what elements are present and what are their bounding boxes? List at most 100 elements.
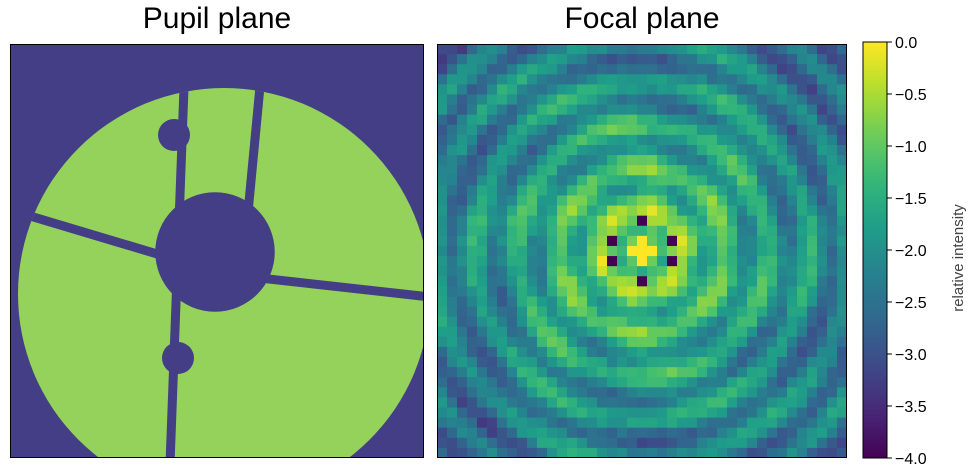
focal-pixel (607, 387, 618, 398)
focal-pixel (457, 215, 468, 227)
focal-pixel (467, 377, 478, 388)
focal-pixel (507, 397, 518, 408)
focal-pixel (447, 437, 458, 449)
focal-pixel (727, 437, 738, 449)
focal-pixel (487, 326, 498, 338)
focal-pixel (447, 44, 458, 55)
focal-pixel (807, 94, 818, 105)
focal-pixel (447, 165, 458, 176)
focal-pixel (477, 104, 488, 116)
focal-pixel (587, 94, 598, 105)
focal-pixel (727, 447, 738, 458)
focal-pixel (537, 124, 548, 136)
focal-pixel (817, 245, 828, 257)
focal-pixel (467, 84, 478, 95)
focal-pixel (667, 175, 678, 186)
focal-pixel (457, 195, 468, 206)
focal-pixel (807, 357, 818, 368)
focal-pixel (767, 346, 778, 358)
focal-pixel (797, 185, 808, 196)
focal-pixel (507, 276, 518, 287)
focal-pixel (547, 387, 558, 398)
focal-pixel (547, 104, 558, 116)
focal-pixel (537, 437, 548, 449)
focal-pixel (527, 235, 538, 247)
focal-pixel (587, 367, 598, 378)
focal-pixel (587, 134, 598, 146)
focal-pixel (657, 144, 668, 156)
focal-pixel (537, 427, 548, 439)
focal-pixel (527, 155, 538, 166)
focal-pixel (667, 447, 678, 458)
focal-pixel (637, 367, 648, 378)
focal-pixel (617, 336, 628, 348)
focal-pixel (767, 245, 778, 257)
focal-pixel (467, 296, 478, 307)
focal-pixel (527, 397, 538, 408)
focal-pixel (637, 94, 648, 105)
focal-pixel (537, 165, 548, 176)
focal-pixel (657, 44, 668, 55)
focal-pixel (827, 84, 838, 95)
focal-pixel (757, 114, 768, 126)
focal-pixel (477, 225, 488, 237)
focal-pixel (627, 64, 638, 75)
focal-pixel (607, 185, 618, 196)
focal-pixel (517, 64, 528, 75)
focal-pixel (567, 326, 578, 338)
colorbar-tick-label: −3.5 (895, 399, 927, 416)
focal-pixel (657, 74, 668, 85)
focal-pixel (667, 225, 678, 237)
focal-pixel (837, 134, 847, 146)
focal-pixel (597, 94, 608, 105)
focal-pixel (627, 185, 638, 196)
focal-pixel (837, 266, 847, 277)
focal-pixel (767, 84, 778, 95)
focal-pixel (697, 104, 708, 116)
focal-frame (437, 44, 847, 458)
focal-pixel (677, 296, 688, 307)
focal-pixel (587, 326, 598, 338)
focal-pixel (717, 104, 728, 116)
focal-pixel (487, 427, 498, 439)
focal-pixel (667, 357, 678, 368)
focal-pixel (567, 276, 578, 287)
focal-pixel (817, 346, 828, 358)
focal-pixel (557, 447, 568, 458)
focal-pixel (757, 377, 768, 388)
focal-pixel (557, 44, 568, 55)
focal-pixel (497, 296, 508, 307)
focal-pixel (797, 326, 808, 338)
focal-pixel (587, 44, 598, 55)
focal-pixel (487, 94, 498, 105)
focal-pixel (577, 144, 588, 156)
focal-pixel (557, 185, 568, 196)
focal-pixel (457, 387, 468, 398)
focal-pixel (837, 427, 847, 439)
focal-pixel (647, 326, 658, 338)
focal-pixel (747, 427, 758, 439)
focal-pixel (807, 175, 818, 186)
focal-pixel (547, 64, 558, 75)
focal-pixel (577, 326, 588, 338)
focal-pixel (537, 185, 548, 196)
focal-pixel (657, 387, 668, 398)
focal-pixel (737, 306, 748, 318)
focal-pixel (817, 427, 828, 439)
focal-pixel (647, 134, 658, 146)
focal-pixel (727, 357, 738, 368)
focal-pixel (827, 64, 838, 75)
focal-pixel (627, 175, 638, 186)
focal-pixel (767, 296, 778, 307)
focal-pixel (837, 326, 847, 338)
focal-pixel (487, 155, 498, 166)
focal-pixel (557, 84, 568, 95)
focal-pixel (697, 54, 708, 65)
focal-pixel (757, 447, 768, 458)
focal-pixel (607, 427, 618, 439)
focal-pixel (607, 144, 618, 156)
focal-pixel (497, 276, 508, 287)
focal-pixel (727, 205, 738, 217)
focal-pixel (647, 306, 658, 318)
focal-pixel (677, 367, 688, 378)
